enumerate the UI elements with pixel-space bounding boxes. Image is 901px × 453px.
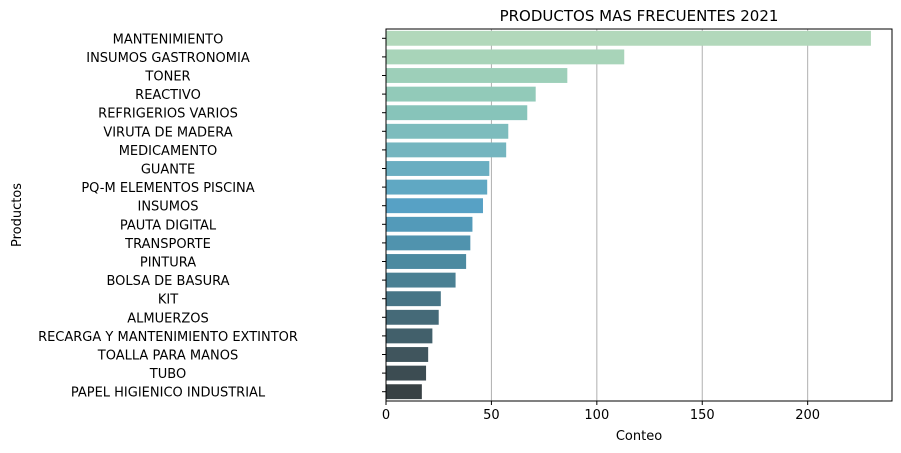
x-tick-label: 150 xyxy=(690,408,715,423)
y-axis-ticks: MANTENIMIENTO INSUMOS GASTRONOMIA TONER REA… xyxy=(38,32,386,401)
y-tick-label: PINTURA xyxy=(140,256,196,271)
bar xyxy=(386,105,528,121)
bar xyxy=(386,86,536,102)
y-tick-label: PQ-M ELEMENTOS PISCINA xyxy=(81,181,254,196)
bar xyxy=(386,328,433,344)
bar xyxy=(386,347,429,362)
bar xyxy=(386,309,439,325)
bar xyxy=(386,365,427,381)
plot-frame xyxy=(385,28,893,402)
y-axis-label: Productos xyxy=(10,183,25,247)
bar xyxy=(386,123,509,139)
chart-title: PRODUCTOS MAS FRECUENTES 2021 xyxy=(500,7,779,25)
y-tick-label: TONER xyxy=(144,70,190,85)
bar xyxy=(386,142,507,158)
y-tick-label: PAUTA DIGITAL xyxy=(120,218,217,233)
y-tick-label: REFRIGERIOS VARIOS xyxy=(98,107,238,122)
x-tick-label: 0 xyxy=(382,408,390,423)
y-tick-label: INSUMOS xyxy=(137,200,198,215)
y-tick-label: GUANTE xyxy=(141,163,195,178)
x-axis-ticks: 0 50 100 150 200 xyxy=(382,401,820,423)
y-tick-label: MANTENIMIENTO xyxy=(113,32,224,47)
bar xyxy=(386,384,422,400)
y-tick-label: ALMUERZOS xyxy=(127,311,209,326)
bars xyxy=(386,30,871,400)
bar xyxy=(386,30,871,46)
bar xyxy=(386,161,490,176)
bar xyxy=(386,216,473,232)
y-tick-label: TUBO xyxy=(149,367,186,382)
bar xyxy=(386,179,488,195)
y-tick-label: REACTIVO xyxy=(135,88,201,103)
bar xyxy=(386,235,471,251)
y-tick-label: TRANSPORTE xyxy=(124,237,211,252)
x-tick-label: 100 xyxy=(584,408,609,423)
x-axis-label: Conteo xyxy=(616,429,662,444)
bar xyxy=(386,291,441,307)
gridlines xyxy=(385,29,809,401)
bar xyxy=(386,198,483,214)
bar xyxy=(386,254,467,269)
y-tick-label: RECARGA Y MANTENIMIENTO EXTINTOR xyxy=(38,330,298,345)
y-tick-label: VIRUTA DE MADERA xyxy=(103,125,232,140)
y-tick-label: INSUMOS GASTRONOMIA xyxy=(86,51,250,66)
y-tick-label: KIT xyxy=(158,293,178,308)
x-tick-label: 50 xyxy=(483,408,500,423)
bar xyxy=(386,68,568,83)
y-tick-label: PAPEL HIGIENICO INDUSTRIAL xyxy=(71,386,266,401)
y-tick-label: BOLSA DE BASURA xyxy=(106,274,229,289)
y-tick-label: MEDICAMENTO xyxy=(119,144,218,159)
bar xyxy=(386,272,456,288)
x-tick-label: 200 xyxy=(795,408,820,423)
bar xyxy=(386,49,625,65)
y-tick-label: TOALLA PARA MANOS xyxy=(97,349,238,364)
